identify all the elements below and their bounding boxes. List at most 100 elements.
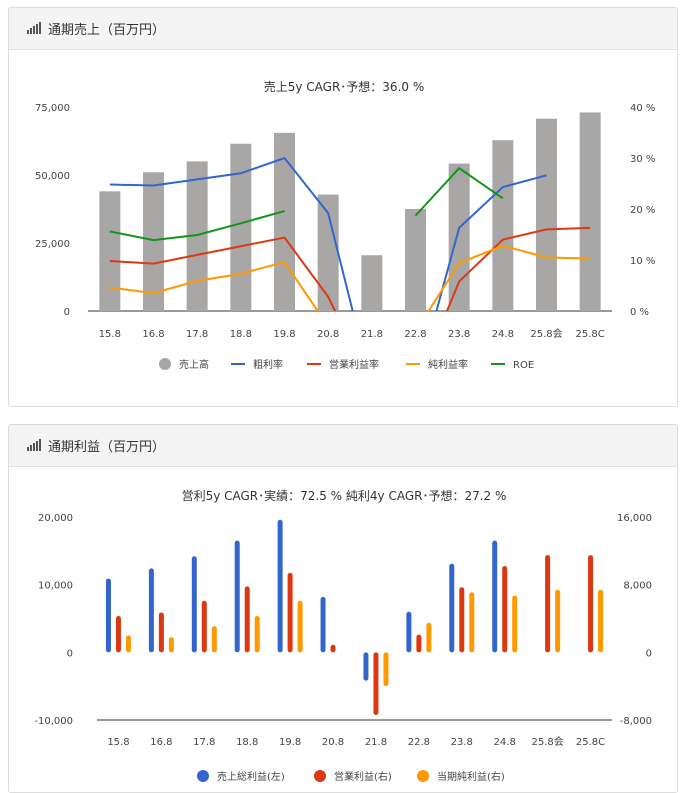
bar-sales <box>405 209 426 311</box>
x-tick-label: 25.8会 <box>531 735 563 748</box>
x-tick-label: 25.8会 <box>530 327 562 340</box>
legend-label: 売上高 <box>179 358 209 371</box>
bar-operating-profit <box>502 566 508 653</box>
y2-tick-label: 16,000 <box>617 513 652 524</box>
bar-gross-profit <box>277 519 283 653</box>
bar-sales <box>536 118 557 311</box>
bar-sales <box>361 255 383 311</box>
bar-net-profit <box>211 626 217 653</box>
bar-operating-profit <box>373 652 379 715</box>
y2-tick-label: 30 % <box>630 154 655 165</box>
chart-title: 営利5y CAGR･実績：72.5 % 純利4y CAGR･予想：27.2 % <box>182 488 507 503</box>
y2-tick-label: 0 % <box>630 307 649 318</box>
bar-net-profit <box>598 589 604 653</box>
x-tick-label: 17.8 <box>186 329 208 340</box>
y2-tick-label: 20 % <box>630 205 655 216</box>
y2-tick-label: 40 % <box>630 103 655 114</box>
bar-gross-profit <box>363 652 369 681</box>
x-tick-label: 23.8 <box>448 329 470 340</box>
bar-net-profit <box>469 592 475 653</box>
profit-chart: 営利5y CAGR･実績：72.5 % 純利4y CAGR･予想：27.2 % 2… <box>34 488 652 783</box>
bar-gross-profit <box>449 563 455 653</box>
x-tick-label: 20.8 <box>322 737 344 748</box>
bar-sales <box>579 112 601 311</box>
y-tick-label: -10,000 <box>34 716 73 727</box>
bar-sales <box>99 191 121 311</box>
line-series-2 <box>427 244 591 311</box>
bar-sales <box>448 163 470 311</box>
bar-operating-profit <box>201 600 207 653</box>
bar-gross-profit <box>320 596 326 653</box>
bar-net-profit <box>383 652 389 687</box>
bar-operating-profit <box>244 586 250 653</box>
line-layer <box>109 156 591 311</box>
legend-label: 営業利益率 <box>329 358 379 371</box>
x-tick-label: 16.8 <box>142 329 164 340</box>
y2-tick-label: 8,000 <box>623 581 652 592</box>
bar-net-profit <box>168 637 174 653</box>
bar-operating-profit <box>115 615 121 653</box>
bar-net-profit <box>555 589 561 653</box>
y-tick-label: 0 <box>67 648 73 659</box>
bar-sales <box>274 132 295 311</box>
x-tick-label: 18.8 <box>230 329 252 340</box>
x-tick-label: 25.8C <box>576 737 605 748</box>
profit-panel-title: 通期利益（百万円） <box>48 440 166 455</box>
x-tick-label: 17.8 <box>193 737 215 748</box>
bar-sales <box>317 194 339 311</box>
line-series-3 <box>414 166 504 217</box>
profit-panel: 通期利益（百万円） 営利5y CAGR･実績：72.5 % 純利4y CAGR･… <box>8 424 678 793</box>
bar-operating-profit <box>588 555 594 653</box>
bar-operating-profit <box>545 555 551 653</box>
x-tick-label: 21.8 <box>365 737 387 748</box>
bar-net-profit <box>125 635 131 653</box>
y-tick-label: 50,000 <box>35 171 70 182</box>
bar-gross-profit <box>234 540 240 653</box>
bar-sales <box>186 161 208 311</box>
sales-panel-header: 通期売上（百万円） <box>9 8 677 50</box>
x-tick-label: 24.8 <box>492 329 514 340</box>
bar-net-profit <box>512 595 518 653</box>
legend-marker <box>159 358 171 370</box>
bar-net-profit <box>254 615 260 653</box>
x-tick-label: 15.8 <box>107 737 129 748</box>
bar-gross-profit <box>406 611 412 653</box>
legend-label: 当期純利益(右) <box>437 770 505 783</box>
x-tick-label: 21.8 <box>361 329 383 340</box>
x-tick-label: 25.8C <box>576 329 605 340</box>
bar-operating-profit <box>287 572 293 653</box>
y-tick-label: 25,000 <box>35 239 70 250</box>
bar-gross-profit <box>191 556 197 653</box>
y-tick-label: 75,000 <box>35 103 70 114</box>
legend-label: 純利益率 <box>428 358 468 371</box>
legend-marker <box>197 770 209 782</box>
line-series-3 <box>109 210 285 242</box>
line-series-2 <box>109 260 319 311</box>
y-tick-label: 20,000 <box>38 513 73 524</box>
y-tick-label: 10,000 <box>38 581 73 592</box>
x-tick-label: 15.8 <box>99 329 121 340</box>
signal-bars-icon <box>27 436 43 455</box>
line-series-1 <box>109 226 591 311</box>
sales-panel-title: 通期売上（百万円） <box>48 23 166 38</box>
bar-operating-profit <box>416 634 422 653</box>
x-tick-label: 19.8 <box>273 329 295 340</box>
bar-operating-profit <box>330 644 336 653</box>
legend-label: 粗利率 <box>253 358 283 371</box>
bar-sales <box>492 140 514 311</box>
x-tick-label: 18.8 <box>236 737 258 748</box>
sales-chart: 売上5y CAGR･予想：36.0 % 75,000 50,000 25,000 0 40… <box>35 79 655 371</box>
y2-tick-label: 0 <box>646 648 652 659</box>
x-tick-label: 19.8 <box>279 737 301 748</box>
legend-marker <box>314 770 326 782</box>
bar-sales <box>143 172 164 311</box>
sales-panel: 通期売上（百万円） 売上5y CAGR･予想：36.0 % 75,000 50,00… <box>8 7 678 407</box>
bar-sales <box>230 143 252 311</box>
y-tick-label: 0 <box>64 307 70 318</box>
chart-title: 売上5y CAGR･予想：36.0 % <box>264 79 425 94</box>
line-series-0 <box>109 156 547 311</box>
x-tick-label: 24.8 <box>494 737 516 748</box>
y2-tick-label: -8,000 <box>620 716 652 727</box>
bar-gross-profit <box>148 568 154 653</box>
signal-bars-icon <box>27 19 43 38</box>
